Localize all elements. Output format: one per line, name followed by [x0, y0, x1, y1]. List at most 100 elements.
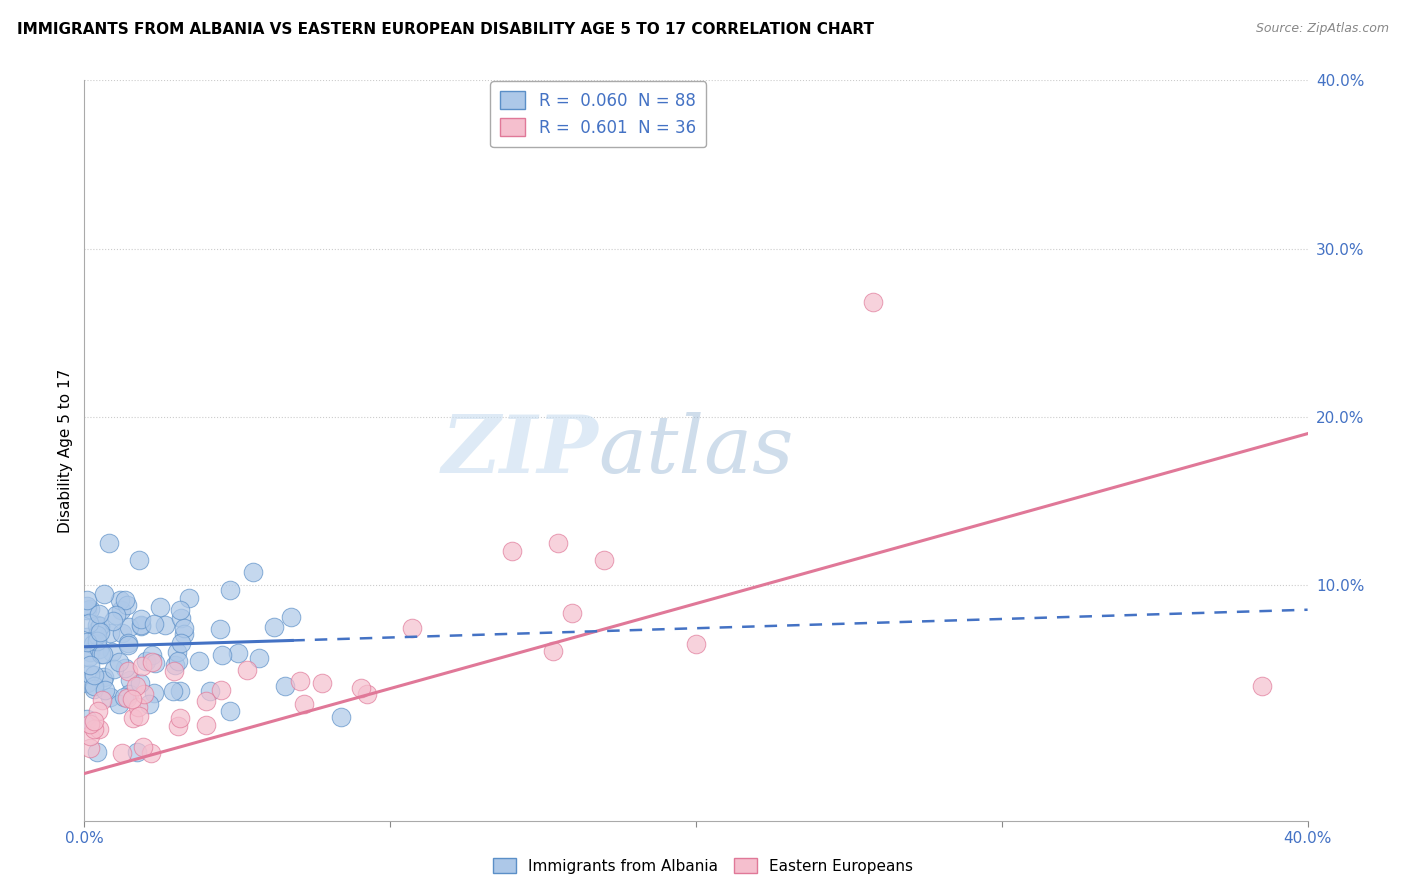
Point [561, 607, 583, 621]
Point [129, 676, 152, 690]
Point [79, 717, 101, 731]
Point [129, 612, 152, 626]
Point [155, 618, 177, 632]
Point [77, 615, 100, 630]
Point [79, 740, 101, 755]
Point [87, 704, 110, 718]
Point [83, 722, 105, 736]
Point [93, 673, 115, 688]
Point [83, 679, 105, 693]
Point [117, 638, 139, 652]
Point [108, 697, 131, 711]
Point [131, 619, 153, 633]
Point [131, 659, 153, 673]
Point [356, 687, 378, 701]
Point [97, 536, 120, 550]
Point [117, 598, 139, 612]
Point [242, 565, 264, 579]
Point [118, 687, 141, 701]
Point [86, 745, 108, 759]
Point [108, 655, 131, 669]
Point [330, 710, 353, 724]
Point [187, 654, 209, 668]
Point [112, 690, 135, 705]
Point [76, 630, 98, 644]
Point [547, 536, 569, 550]
Point [195, 694, 218, 708]
Point [117, 620, 139, 634]
Point [236, 663, 259, 677]
Point [103, 662, 125, 676]
Legend: R =  0.060  N = 88, R =  0.601  N = 36: R = 0.060 N = 88, R = 0.601 N = 36 [491, 81, 706, 147]
Point [143, 656, 166, 670]
Point [162, 684, 184, 698]
Point [79, 645, 101, 659]
Point [163, 664, 186, 678]
Point [91, 693, 114, 707]
Point [138, 697, 160, 711]
Text: ZIP: ZIP [441, 412, 598, 489]
Point [128, 553, 150, 567]
Point [94, 683, 117, 698]
Point [86, 627, 108, 641]
Point [143, 616, 166, 631]
Point [170, 636, 193, 650]
Point [111, 626, 134, 640]
Point [104, 608, 127, 623]
Point [290, 673, 312, 688]
Point [76, 635, 98, 649]
Point [166, 655, 188, 669]
Point [115, 691, 138, 706]
Point [114, 661, 136, 675]
Point [77, 649, 100, 664]
Point [83, 714, 105, 729]
Text: atlas: atlas [598, 412, 793, 489]
Point [280, 610, 302, 624]
Point [127, 700, 149, 714]
Point [274, 679, 297, 693]
Point [108, 593, 131, 607]
Point [292, 697, 315, 711]
Point [79, 601, 101, 615]
Point [125, 679, 148, 693]
Point [169, 684, 191, 698]
Point [93, 648, 115, 662]
Point [89, 619, 111, 633]
Point [100, 690, 122, 704]
Point [218, 582, 240, 597]
Point [90, 647, 112, 661]
Point [132, 687, 155, 701]
Point [685, 637, 707, 651]
Point [76, 712, 98, 726]
Point [100, 625, 122, 640]
Point [135, 654, 157, 668]
Point [121, 691, 143, 706]
Point [89, 624, 111, 639]
Point [86, 618, 108, 632]
Point [862, 295, 884, 310]
Text: IMMIGRANTS FROM ALBANIA VS EASTERN EUROPEAN DISABILITY AGE 5 TO 17 CORRELATION C: IMMIGRANTS FROM ALBANIA VS EASTERN EUROP… [17, 22, 875, 37]
Point [114, 593, 136, 607]
Point [87, 641, 110, 656]
Point [101, 645, 124, 659]
Point [82, 637, 104, 651]
Point [125, 745, 148, 759]
Point [149, 600, 172, 615]
Point [128, 709, 150, 723]
Point [76, 592, 98, 607]
Point [76, 599, 98, 613]
Point [79, 666, 101, 681]
Point [117, 636, 139, 650]
Point [129, 618, 152, 632]
Point [228, 646, 250, 660]
Point [141, 648, 163, 663]
Point [179, 591, 201, 605]
Point [541, 643, 564, 657]
Point [502, 544, 524, 558]
Point [165, 657, 187, 672]
Point [209, 682, 232, 697]
Point [173, 627, 195, 641]
Point [170, 611, 193, 625]
Point [117, 665, 139, 679]
Point [263, 620, 285, 634]
